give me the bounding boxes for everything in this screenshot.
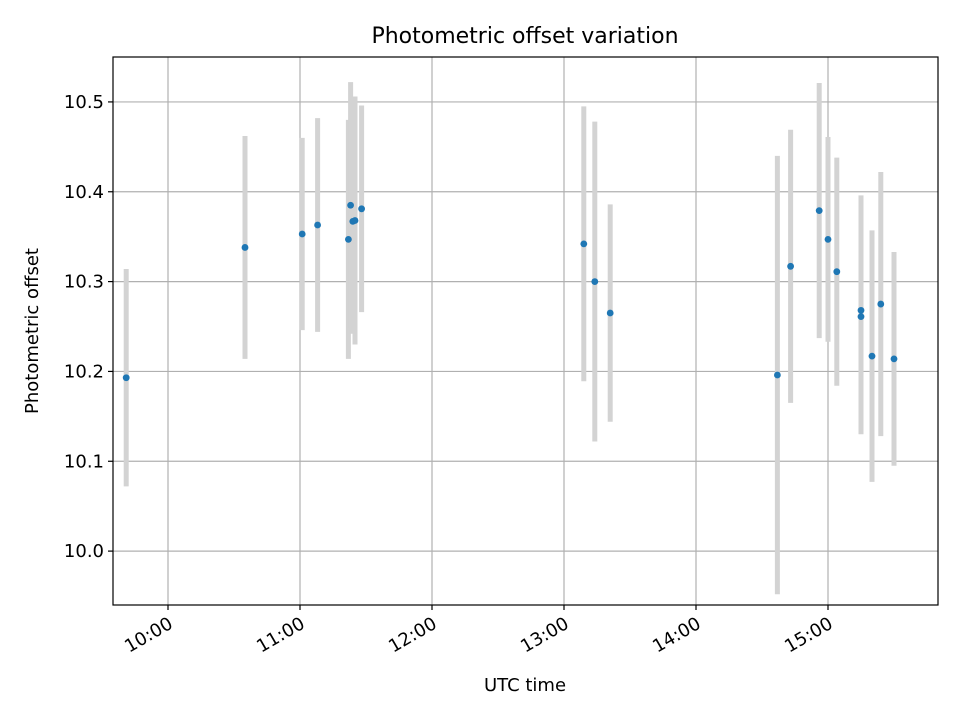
data-point <box>815 207 823 215</box>
data-point <box>591 278 599 285</box>
data-point <box>122 374 130 382</box>
data-point <box>345 235 352 243</box>
plot-frame <box>112 56 939 606</box>
data-point <box>774 371 781 379</box>
data-point <box>857 313 865 321</box>
data-point <box>358 205 365 213</box>
data-point <box>877 300 885 308</box>
data-point <box>824 235 832 243</box>
y-axis-ticks: 10.0 10.1 10.2 10.3 10.4 10.5 <box>64 92 113 562</box>
data-point <box>890 355 898 363</box>
data-point <box>580 240 588 248</box>
data-point <box>606 309 614 317</box>
data-points <box>122 201 898 382</box>
x-axis-label: UTC time <box>484 675 566 696</box>
data-point <box>351 217 359 224</box>
data-point <box>833 268 841 276</box>
y-tick-label: 10.2 <box>64 361 104 382</box>
y-tick-label: 10.0 <box>64 541 104 562</box>
data-point <box>241 244 249 251</box>
y-tick-label: 10.3 <box>64 272 104 293</box>
y-tick-label: 10.4 <box>64 182 104 203</box>
y-axis-label: Photometric offset <box>22 248 43 414</box>
data-point <box>298 230 306 238</box>
data-point <box>314 221 321 229</box>
chart-title: Photometric offset variation <box>371 24 678 49</box>
y-tick-label: 10.5 <box>64 92 104 113</box>
data-point <box>787 262 794 270</box>
y-tick-label: 10.1 <box>64 451 104 472</box>
data-point <box>347 201 354 209</box>
data-point <box>868 352 876 360</box>
data-point <box>857 306 865 314</box>
